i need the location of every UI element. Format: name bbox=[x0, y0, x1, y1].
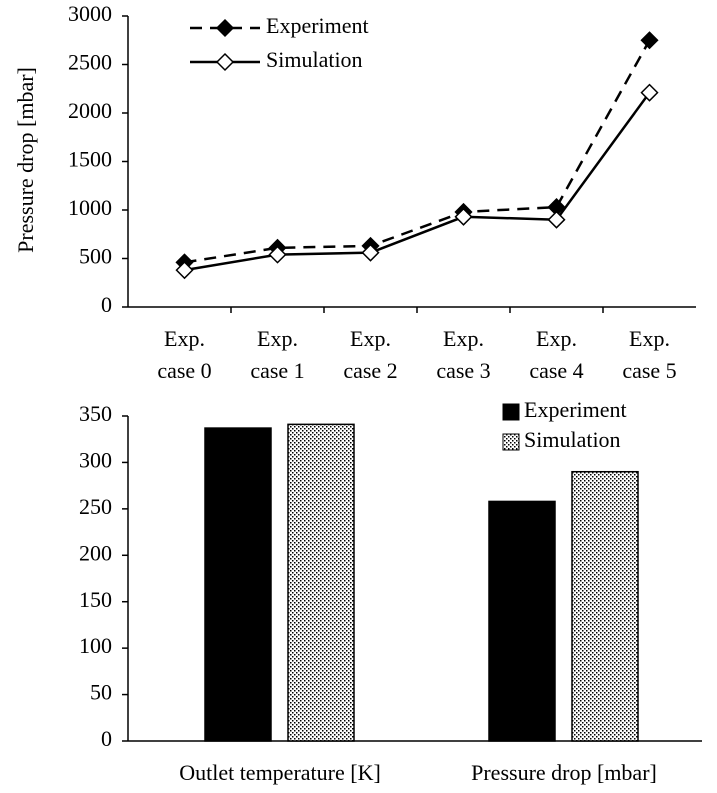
marker bbox=[361, 243, 380, 262]
legend-label: Simulation bbox=[524, 427, 621, 452]
y-tick-label: 0 bbox=[101, 292, 112, 317]
y-tick-label: 3000 bbox=[68, 1, 112, 26]
bar bbox=[488, 500, 556, 742]
marker bbox=[640, 83, 659, 102]
x-tick-label: Exp. case 4 bbox=[529, 326, 583, 383]
y-tick-label: 2000 bbox=[68, 98, 112, 123]
bar bbox=[287, 423, 355, 742]
bar bbox=[571, 470, 639, 742]
y-tick-label: 2500 bbox=[68, 50, 112, 75]
marker bbox=[640, 31, 659, 50]
y-tick-label: 350 bbox=[79, 401, 112, 426]
y-axis-title: Pressure drop [mbar] bbox=[13, 67, 38, 253]
x-tick-label: Outlet temperature [K] bbox=[179, 760, 381, 785]
legend-label: Experiment bbox=[524, 397, 627, 422]
legend-swatch bbox=[502, 403, 520, 421]
y-tick-label: 500 bbox=[79, 244, 112, 269]
x-tick-label: Exp. case 5 bbox=[622, 326, 676, 383]
y-tick-label: 300 bbox=[79, 447, 112, 472]
legend-label: Experiment bbox=[266, 13, 369, 38]
legend-marker bbox=[215, 52, 235, 72]
bar bbox=[204, 427, 272, 742]
legend-swatch bbox=[502, 433, 520, 451]
y-tick-label: 250 bbox=[79, 494, 112, 519]
y-tick-label: 1000 bbox=[68, 195, 112, 220]
y-tick-label: 100 bbox=[79, 633, 112, 658]
y-tick-label: 50 bbox=[90, 680, 112, 705]
marker bbox=[175, 261, 194, 280]
marker bbox=[547, 210, 566, 229]
y-tick-label: 0 bbox=[101, 726, 112, 751]
x-tick-label: Exp. case 2 bbox=[343, 326, 397, 383]
marker bbox=[268, 245, 287, 264]
series-line bbox=[184, 39, 651, 264]
x-tick-label: Exp. case 3 bbox=[436, 326, 490, 383]
y-tick-label: 150 bbox=[79, 587, 112, 612]
series-line bbox=[184, 91, 651, 272]
x-tick-label: Exp. case 1 bbox=[250, 326, 304, 383]
y-tick-label: 1500 bbox=[68, 147, 112, 172]
legend-label: Simulation bbox=[266, 47, 363, 72]
y-tick-label: 200 bbox=[79, 540, 112, 565]
legend-marker bbox=[215, 18, 235, 38]
marker bbox=[454, 207, 473, 226]
x-tick-label: Pressure drop [mbar] bbox=[471, 760, 657, 785]
x-tick-label: Exp. case 0 bbox=[157, 326, 211, 383]
